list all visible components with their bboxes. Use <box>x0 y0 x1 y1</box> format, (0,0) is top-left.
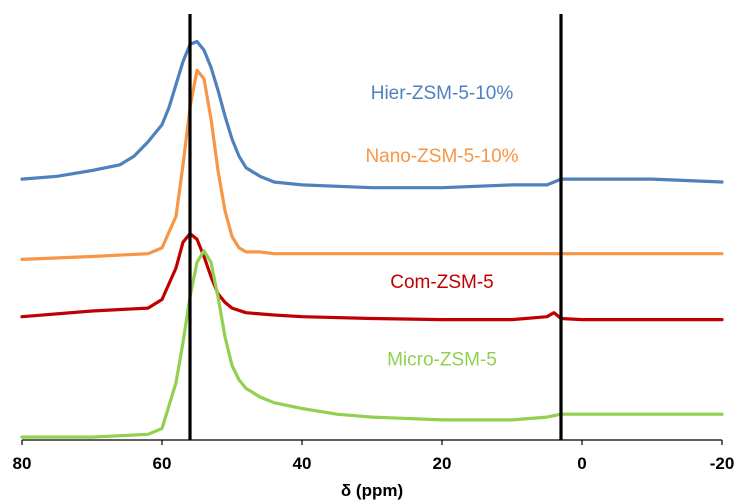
series-line-1 <box>20 68 724 261</box>
x-tick-label-0: 80 <box>13 454 32 473</box>
series-line-2 <box>20 232 724 322</box>
x-axis-title: δ (ppm) <box>341 481 403 500</box>
x-tick-label-1: 60 <box>153 454 172 473</box>
reference-lines <box>188 14 563 440</box>
series-label-2: Com-ZSM-5 <box>390 272 493 293</box>
series-labels: Hier-ZSM-5-10% Nano-ZSM-5-10% Com-ZSM-5 Mic… <box>365 83 518 371</box>
series-label-0: Hier-ZSM-5-10% <box>371 83 514 104</box>
x-axis-tick-labels: 80 60 40 20 0 -20 <box>13 454 735 473</box>
x-tick-label-3: 20 <box>433 454 452 473</box>
series-label-1: Nano-ZSM-5-10% <box>365 146 518 167</box>
x-tick-label-4: 0 <box>577 454 586 473</box>
x-axis-ticks <box>21 440 723 445</box>
series-line-3 <box>20 249 724 439</box>
series-line-0 <box>20 39 724 190</box>
series-label-3: Micro-ZSM-5 <box>387 349 497 370</box>
x-tick-label-2: 40 <box>293 454 312 473</box>
spectrum-traces <box>20 39 724 439</box>
x-tick-label-5: -20 <box>710 454 735 473</box>
x-axis: 80 60 40 20 0 -20 δ (ppm) <box>13 439 735 500</box>
